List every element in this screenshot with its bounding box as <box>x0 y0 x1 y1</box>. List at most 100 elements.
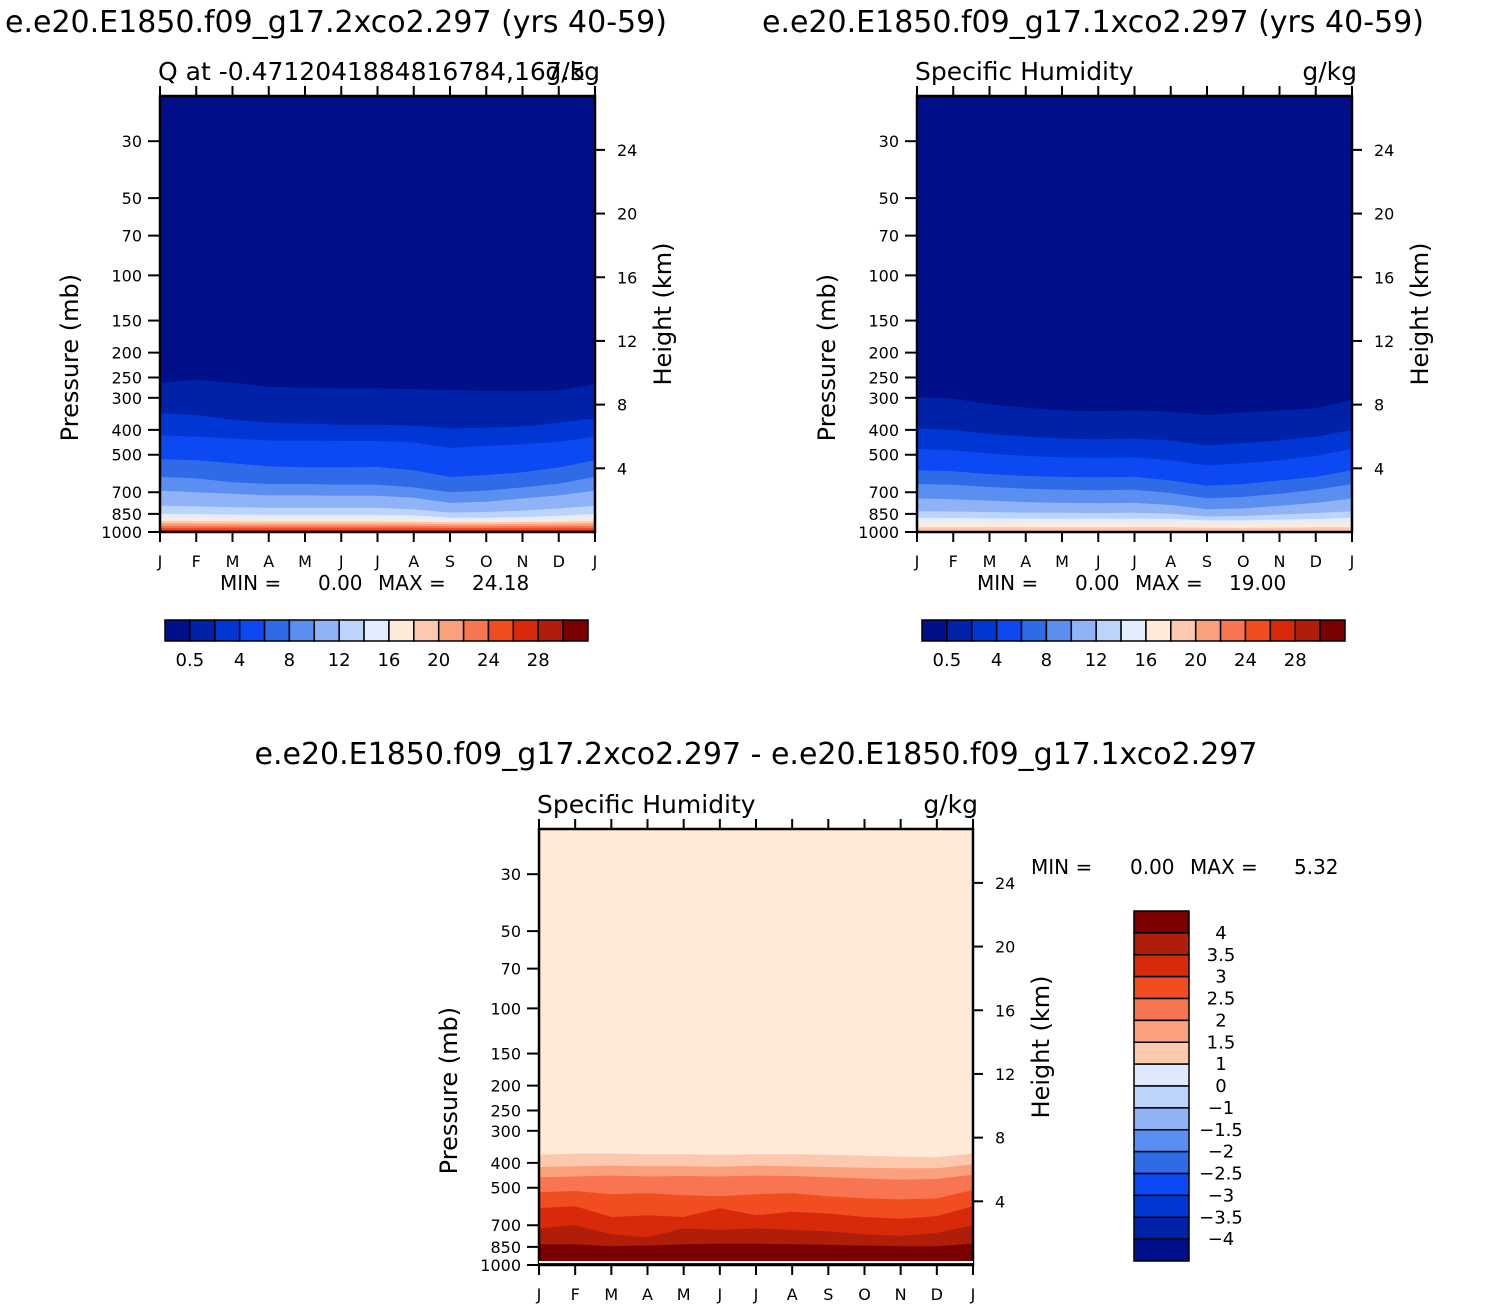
colorbar-label: 24 <box>477 650 500 671</box>
x-tick-label: F <box>192 552 201 571</box>
y-tick-label: 500 <box>868 446 899 465</box>
colorbar-label: −1.5 <box>1199 1120 1243 1141</box>
title-right: e.e20.E1850.f09_g17.1xco2.297 (yrs 40-59… <box>762 5 1424 40</box>
min-value: 0.00 <box>1075 571 1120 595</box>
colorbar-label: 28 <box>1284 650 1307 671</box>
colorbar-label: 12 <box>328 650 351 671</box>
colorbar-swatch <box>437 619 465 642</box>
colorbar-label: −1 <box>1208 1098 1235 1119</box>
y-tick-label: 850 <box>490 1238 521 1257</box>
colorbar-label: 0.5 <box>176 650 205 671</box>
y-tick-label: 850 <box>111 505 142 524</box>
colorbar-swatch <box>1244 619 1272 642</box>
colorbar-label: 20 <box>1184 650 1207 671</box>
colorbar-swatch <box>189 619 216 642</box>
colorbar-label: 16 <box>1134 650 1157 671</box>
colorbar-swatch <box>1133 1172 1190 1197</box>
colorbar-swatch <box>1133 1085 1190 1109</box>
colorbar-swatch <box>1133 954 1190 978</box>
y-tick-label: 1000 <box>480 1256 521 1275</box>
title-left: e.e20.E1850.f09_g17.2xco2.297 (yrs 40-59… <box>5 5 667 40</box>
colorbar-swatch <box>1194 619 1222 642</box>
colorbar-swatch <box>1133 1150 1190 1175</box>
panel-units-label: g/kg <box>923 790 978 819</box>
x-tick-label: J <box>592 552 598 571</box>
x-tick-label: S <box>445 552 455 571</box>
y2-tick-label: 8 <box>1374 396 1384 415</box>
x-tick-label: J <box>1095 552 1101 571</box>
x-tick-label: M <box>226 552 240 571</box>
max-label: MAX = <box>378 571 446 595</box>
colorbar-label: −4 <box>1208 1229 1235 1250</box>
y-tick-label: 150 <box>490 1045 521 1064</box>
colorbar-swatch <box>946 619 973 642</box>
colorbar-swatch <box>1219 619 1247 642</box>
y-tick-label: 500 <box>111 446 142 465</box>
x-tick-label: J <box>914 552 920 571</box>
y2-tick-label: 16 <box>995 1001 1015 1020</box>
colorbar-label: −3 <box>1208 1185 1235 1206</box>
colorbar-swatch <box>1133 1238 1190 1262</box>
colorbar-swatch <box>214 619 241 642</box>
x-tick-label: J <box>157 552 163 571</box>
y2-tick-label: 24 <box>617 141 637 160</box>
colorbar-swatch <box>1133 1107 1190 1131</box>
colorbar-swatch <box>1133 997 1190 1022</box>
panel-right: Specific Humidity g/kg J F M A M J J A S O N D J 30 50 70… <box>813 57 1434 671</box>
colorbar-swatch <box>1133 1041 1190 1065</box>
colorbar-swatch <box>263 619 291 642</box>
x-tick-label: J <box>970 1285 976 1304</box>
x-tick-label: F <box>571 1285 580 1304</box>
y-axis-label: Pressure (mb) <box>435 1007 463 1174</box>
colorbar-swatch <box>388 619 415 642</box>
max-label: MAX = <box>1190 855 1258 879</box>
y2-tick-label: 12 <box>617 332 637 351</box>
colorbar-swatch <box>1133 1194 1190 1218</box>
y-tick-label: 200 <box>111 344 142 363</box>
y2-tick-label: 16 <box>1374 268 1394 287</box>
panel-units-label: g/kg <box>545 57 600 86</box>
y-tick-label: 250 <box>490 1101 521 1120</box>
y-tick-label: 400 <box>868 421 899 440</box>
y2-tick-label: 20 <box>995 938 1015 957</box>
y-tick-label: 250 <box>868 368 899 387</box>
colorbar-label: 0 <box>1215 1076 1226 1097</box>
max-value: 19.00 <box>1229 571 1286 595</box>
colorbar-label: 4 <box>1215 923 1226 944</box>
panel-bottom: Specific Humidity g/kgJ F M A M J J A S O N D J305070… <box>435 790 1339 1304</box>
colorbar-swatch <box>562 619 589 642</box>
y-tick-label: 70 <box>122 227 142 246</box>
colorbar-swatch <box>313 619 340 642</box>
y2-tick-label: 12 <box>995 1065 1015 1084</box>
x-tick-label: A <box>263 552 274 571</box>
y-tick-label: 200 <box>868 344 899 363</box>
y-tick-label: 70 <box>501 960 521 979</box>
colorbar-label: 20 <box>427 650 450 671</box>
y2-axis-label: Height (km) <box>1027 976 1055 1119</box>
min-value: 0.00 <box>318 571 363 595</box>
max-label: MAX = <box>1135 571 1203 595</box>
colorbar-label: 28 <box>527 650 550 671</box>
x-tick-label: J <box>716 1285 722 1304</box>
y2-tick-label: 8 <box>995 1129 1005 1148</box>
x-tick-label: A <box>787 1285 798 1304</box>
colorbar-swatch <box>288 619 316 642</box>
y-tick-label: 700 <box>868 483 899 502</box>
colorbar-swatch <box>1145 619 1172 642</box>
colorbar-label: 4 <box>991 650 1002 671</box>
x-tick-label: D <box>931 1285 943 1304</box>
colorbar-swatch <box>1133 910 1190 934</box>
y-tick-label: 50 <box>879 189 899 208</box>
colorbar-swatch <box>164 619 191 642</box>
x-tick-label: J <box>374 552 380 571</box>
panel-left: Q at -0.4712041884816784,167.5g/kg J F M A M J… <box>56 57 677 671</box>
y2-tick-label: 20 <box>1374 205 1394 224</box>
y-tick-label: 150 <box>868 312 899 331</box>
y-tick-label: 300 <box>111 389 142 408</box>
x-tick-label: J <box>1131 552 1137 571</box>
colorbar-swatch <box>1045 619 1073 642</box>
colorbar-swatch <box>338 619 365 642</box>
y2-tick-label: 4 <box>995 1192 1005 1211</box>
x-tick-label: M <box>983 552 997 571</box>
